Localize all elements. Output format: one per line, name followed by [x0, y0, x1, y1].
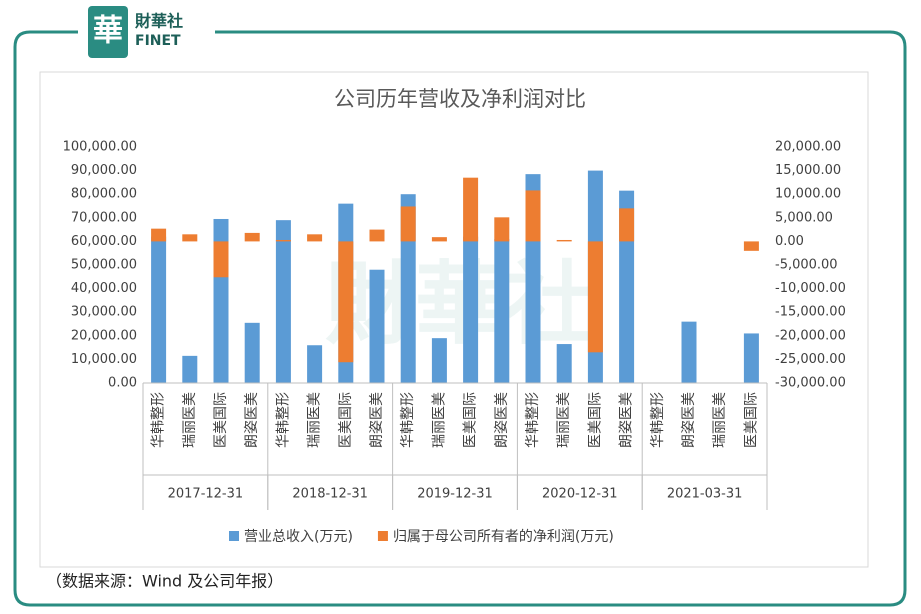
x-tick-label: 朗姿医美 — [494, 392, 510, 448]
bar — [338, 241, 354, 363]
x-tick-label: 医美国际 — [213, 392, 229, 448]
legend-swatch — [229, 531, 239, 541]
y2-tick-label: 5,000.00 — [775, 210, 833, 225]
x-tick-label: 医美国际 — [463, 392, 479, 448]
x-tick-label: 华韩整形 — [400, 392, 416, 448]
bar — [494, 239, 510, 383]
bar — [431, 338, 447, 383]
x-tick-label: 瑞丽医美 — [556, 392, 572, 448]
x-tick-label: 瑞丽医美 — [431, 392, 447, 448]
x-tick-label: 华韩整形 — [650, 392, 666, 448]
y2-tick-label: -30,000.00 — [775, 376, 846, 391]
bar — [307, 345, 323, 383]
bar — [743, 333, 759, 383]
legend-swatch — [377, 531, 388, 541]
y-tick-label: 50,000.00 — [71, 258, 137, 273]
x-tick-label: 华韩整形 — [275, 392, 291, 448]
logo-name: 財華社 — [135, 12, 183, 31]
bar — [463, 177, 479, 242]
bar — [556, 344, 572, 383]
bar — [307, 234, 323, 242]
bar — [619, 208, 635, 242]
y2-tick-label: -5,000.00 — [775, 258, 838, 273]
bar — [681, 321, 697, 383]
bar — [182, 355, 198, 383]
source-note: （数据来源：Wind 及公司年报） — [46, 572, 283, 591]
group-label: 2019-12-31 — [417, 487, 493, 502]
frame — [13, 30, 907, 607]
y2-tick-label: 10,000.00 — [775, 187, 841, 202]
y-tick-label: 90,000.00 — [71, 163, 137, 178]
bar — [369, 229, 385, 242]
x-tick-label: 瑞丽医美 — [307, 392, 323, 448]
group-label: 2020-12-31 — [542, 487, 618, 502]
y2-tick-label: -25,000.00 — [775, 352, 846, 367]
x-tick-label: 医美国际 — [338, 392, 354, 448]
y-tick-label: 60,000.00 — [71, 234, 137, 249]
chart-title: 公司历年营收及净利润对比 — [334, 87, 586, 111]
x-tick-label: 朗姿医美 — [369, 392, 385, 448]
y2-tick-label: -20,000.00 — [775, 328, 846, 343]
bar — [494, 217, 510, 242]
bar — [556, 239, 572, 242]
x-tick-label: 医美国际 — [743, 392, 759, 448]
bar — [275, 220, 291, 383]
x-tick-label: 医美国际 — [587, 392, 603, 448]
y-tick-label: 100,000.00 — [63, 140, 137, 155]
y-tick-label: 20,000.00 — [71, 328, 137, 343]
legend-label: 营业总收入(万元) — [244, 529, 353, 545]
bar — [463, 236, 479, 383]
bar — [275, 239, 291, 242]
bar — [151, 228, 167, 242]
y2-tick-label: 20,000.00 — [775, 140, 841, 155]
group-label: 2017-12-31 — [168, 487, 244, 502]
y-tick-label: 0.00 — [108, 376, 137, 391]
bar — [369, 269, 385, 383]
y2-tick-label: 15,000.00 — [775, 163, 841, 178]
y-tick-label: 30,000.00 — [71, 305, 137, 320]
group-label: 2018-12-31 — [292, 487, 368, 502]
logo-mark: 華 — [93, 14, 123, 49]
x-tick-label: 瑞丽医美 — [712, 392, 728, 448]
y2-tick-label: -10,000.00 — [775, 281, 846, 296]
y-tick-label: 80,000.00 — [71, 187, 137, 202]
y2-tick-label: -15,000.00 — [775, 305, 846, 320]
logo-badge — [88, 6, 128, 58]
x-tick-label: 瑞丽医美 — [182, 392, 198, 448]
y-tick-label: 10,000.00 — [71, 352, 137, 367]
bar — [213, 241, 229, 278]
bar — [431, 237, 447, 242]
x-tick-label: 华韩整形 — [151, 392, 167, 448]
bar — [244, 322, 260, 383]
bar — [151, 236, 167, 383]
y-tick-label: 40,000.00 — [71, 281, 137, 296]
x-tick-label: 华韩整形 — [525, 392, 541, 448]
x-tick-label: 朗姿医美 — [619, 392, 635, 448]
y-tick-label: 70,000.00 — [71, 210, 137, 225]
logo-sub: FINET — [135, 33, 181, 49]
legend-label: 归属于母公司所有者的净利润(万元) — [393, 528, 614, 545]
bar — [244, 232, 260, 242]
bar — [743, 241, 759, 251]
group-label: 2021-03-31 — [667, 487, 743, 502]
bar — [400, 206, 416, 242]
x-tick-label: 朗姿医美 — [681, 392, 697, 448]
y2-tick-label: 0.00 — [775, 234, 804, 249]
x-tick-label: 朗姿医美 — [244, 392, 260, 448]
watermark: 財華社 — [325, 252, 595, 357]
chart-box — [39, 71, 869, 568]
bar — [587, 241, 603, 353]
bar — [525, 190, 541, 242]
bar — [182, 234, 198, 242]
